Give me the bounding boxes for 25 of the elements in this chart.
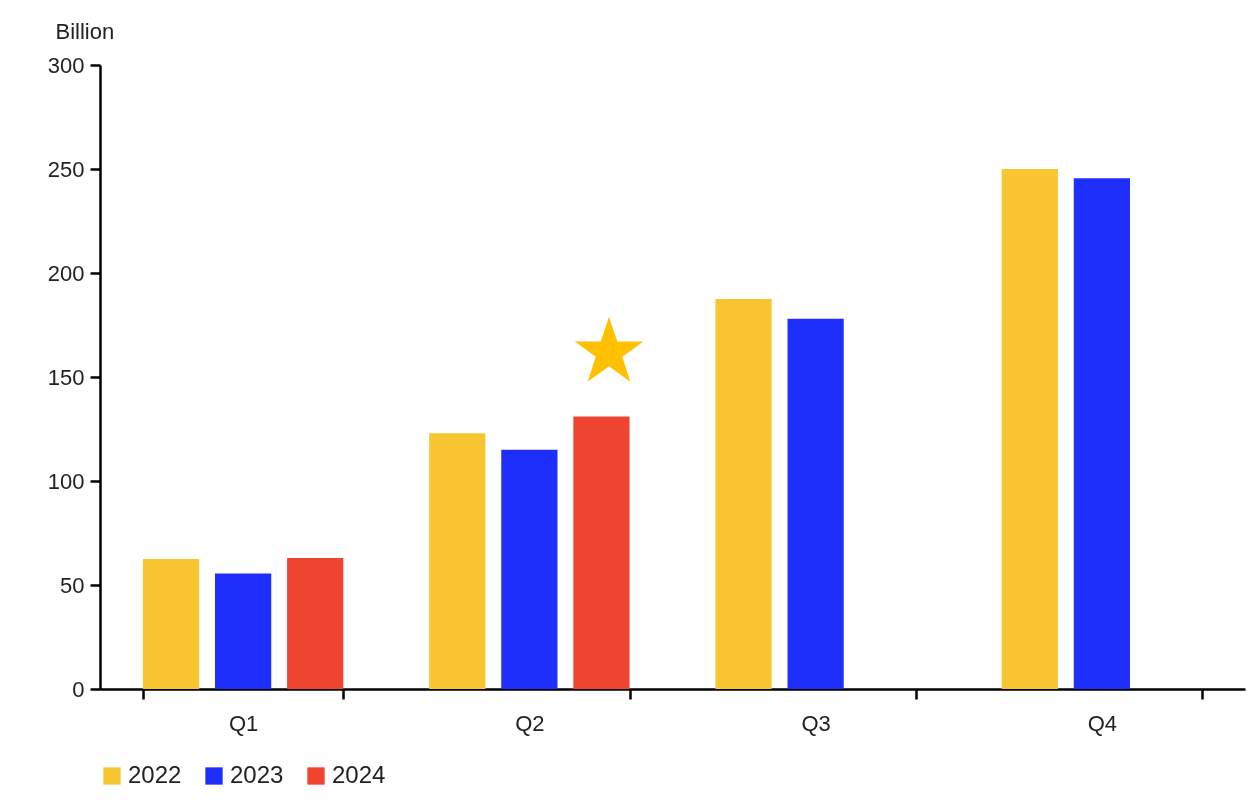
y-axis-title: Billion: [55, 18, 115, 44]
bar: [287, 557, 344, 689]
bar: [501, 449, 558, 689]
y-tick-label: 150: [47, 364, 85, 390]
legend-label: 2022: [128, 761, 182, 788]
bar: [1073, 178, 1130, 689]
legend-label: 2023: [230, 761, 284, 788]
legend-label: 2024: [332, 761, 386, 788]
x-tick-label: Q4: [1087, 710, 1118, 736]
y-tick-label: 50: [60, 572, 85, 598]
bar: [142, 559, 200, 689]
y-tick-label: 250: [47, 156, 85, 182]
x-tick-label: Q3: [801, 710, 831, 736]
bar: [429, 433, 486, 689]
y-tick-label: 300: [47, 52, 85, 78]
bar: [215, 573, 272, 689]
y-tick-label: 200: [47, 260, 85, 286]
x-tick-label: Q2: [515, 710, 545, 736]
bar: [573, 416, 630, 689]
y-tick-label: 0: [72, 676, 85, 702]
bar: [1001, 169, 1058, 689]
x-tick-label: Q1: [228, 710, 259, 736]
bar: [787, 318, 844, 689]
y-tick-label: 100: [47, 468, 85, 494]
bar: [715, 299, 772, 689]
